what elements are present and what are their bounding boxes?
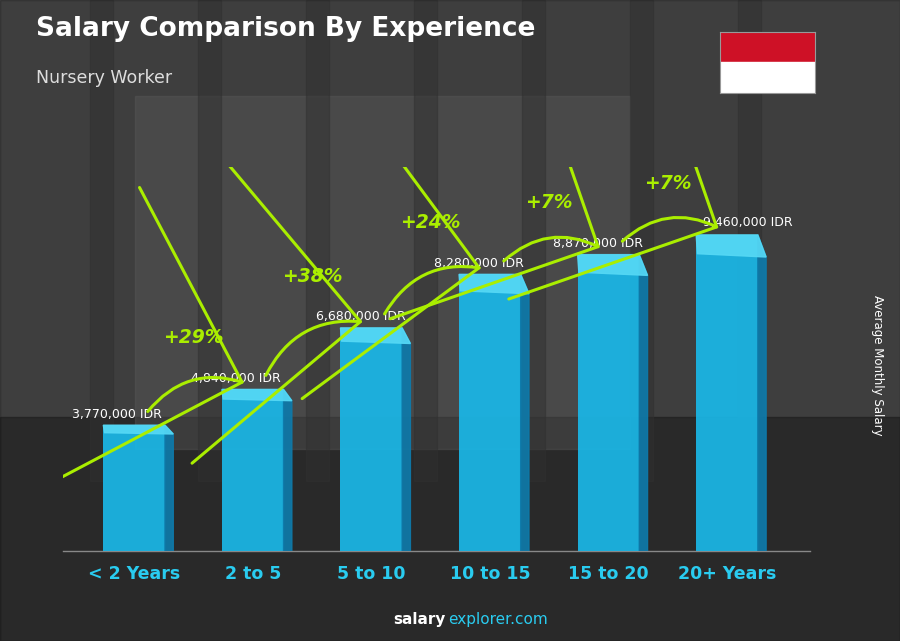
Polygon shape [758,235,766,551]
Bar [697,235,758,551]
Text: 6,680,000 IDR: 6,680,000 IDR [316,310,405,323]
Text: +38%: +38% [282,267,342,285]
Polygon shape [165,425,174,551]
FancyArrowPatch shape [391,39,598,319]
Polygon shape [284,389,292,551]
FancyArrowPatch shape [192,153,360,463]
Bar [414,0,436,481]
Text: salary: salary [393,612,446,627]
Bar [720,63,814,93]
Polygon shape [340,328,410,344]
FancyArrowPatch shape [508,19,716,299]
Text: 4,840,000 IDR: 4,840,000 IDR [191,372,281,385]
Text: Nursery Worker: Nursery Worker [36,69,172,87]
Bar [720,32,814,63]
Bar [738,0,760,481]
Polygon shape [639,254,648,551]
Polygon shape [402,328,410,551]
Text: 8,280,000 IDR: 8,280,000 IDR [434,257,524,270]
Bar [198,0,220,481]
Bar [135,96,630,449]
Bar [0,417,900,641]
Text: +24%: +24% [400,213,461,232]
Text: +29%: +29% [163,328,224,347]
Bar [522,0,544,481]
Polygon shape [521,274,529,551]
Text: 8,870,000 IDR: 8,870,000 IDR [553,237,643,250]
Bar [306,0,328,481]
Text: +7%: +7% [526,194,573,212]
FancyArrowPatch shape [48,188,242,485]
Text: +7%: +7% [644,174,691,192]
Bar [222,389,284,551]
Polygon shape [222,389,292,401]
Bar [459,274,521,551]
Bar [340,328,402,551]
Bar [630,0,652,481]
Text: 3,770,000 IDR: 3,770,000 IDR [73,408,162,420]
Text: Salary Comparison By Experience: Salary Comparison By Experience [36,16,536,42]
Bar [104,425,165,551]
Polygon shape [104,425,174,434]
Polygon shape [697,235,766,257]
Bar [90,0,112,481]
FancyArrowPatch shape [302,91,479,399]
Text: explorer.com: explorer.com [448,612,548,627]
Text: 9,460,000 IDR: 9,460,000 IDR [703,216,793,229]
Text: Average Monthly Salary: Average Monthly Salary [871,295,884,436]
Polygon shape [459,274,529,294]
Bar [578,254,639,551]
Polygon shape [578,254,648,276]
